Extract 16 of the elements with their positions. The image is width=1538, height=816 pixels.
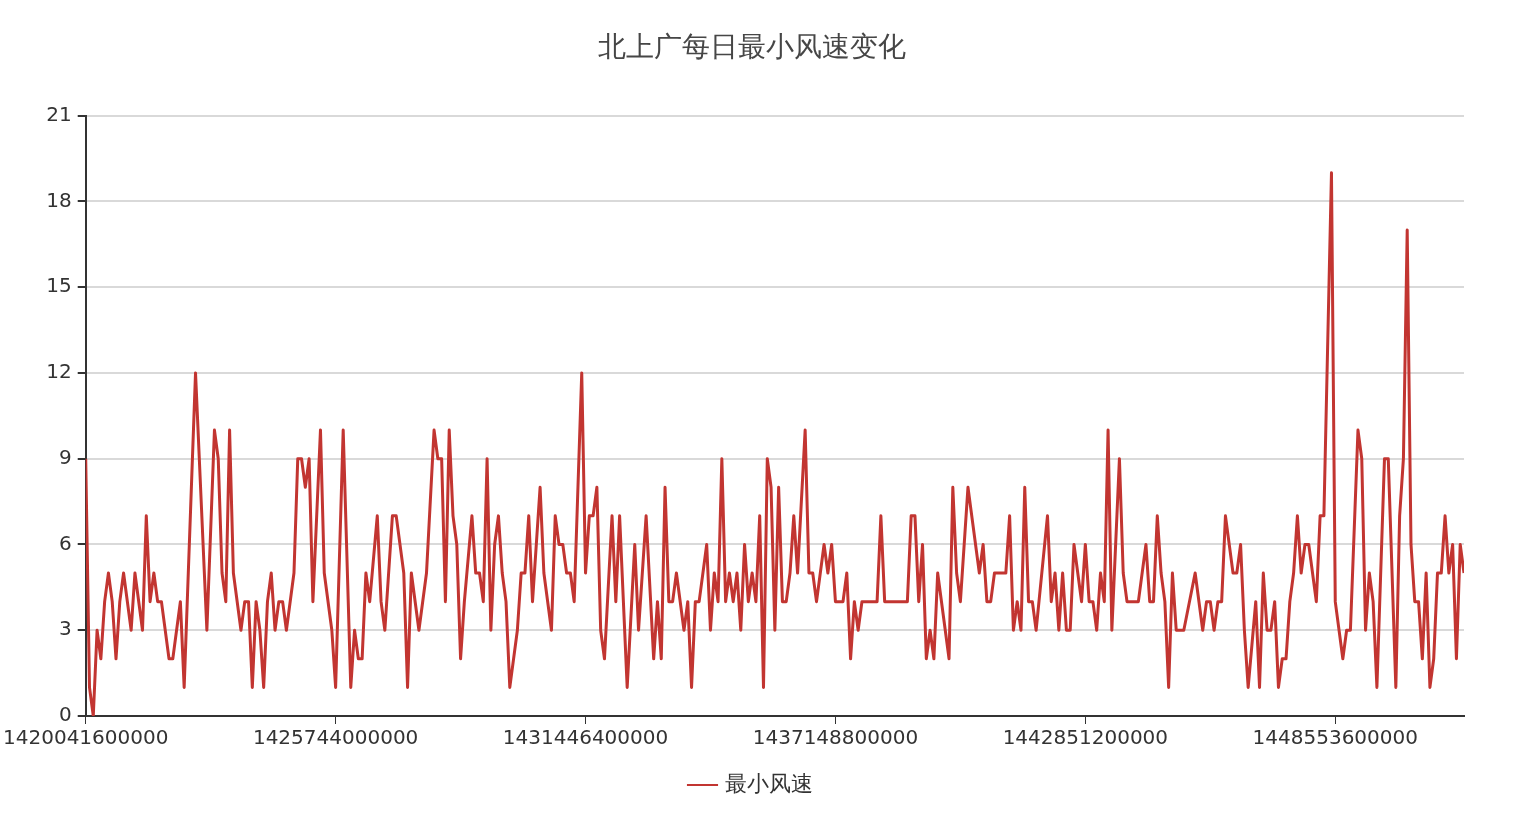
y-tick-label: 0 [58,702,72,727]
y-tick-label: 6 [58,530,72,555]
x-tick-label: 1442851200000 [1002,725,1169,750]
x-tick-label: 1431446400000 [502,725,669,750]
y-tick-label: 18 [46,187,72,212]
chart-title: 北上广每日最小风速变化 [598,30,906,64]
legend-label: 最小风速 [724,770,813,796]
y-tick-label: 21 [46,101,72,126]
x-tick-label: 1425744000000 [252,725,419,750]
y-tick-label: 3 [58,616,72,641]
y-tick-label: 12 [46,359,72,384]
x-tick-label: 1448553600000 [1252,725,1418,750]
x-tick-label: 1420041600000 [3,725,169,750]
y-tick-label: 15 [46,273,72,298]
y-tick-label: 9 [58,444,72,469]
x-tick-label: 1437148800000 [752,725,919,750]
